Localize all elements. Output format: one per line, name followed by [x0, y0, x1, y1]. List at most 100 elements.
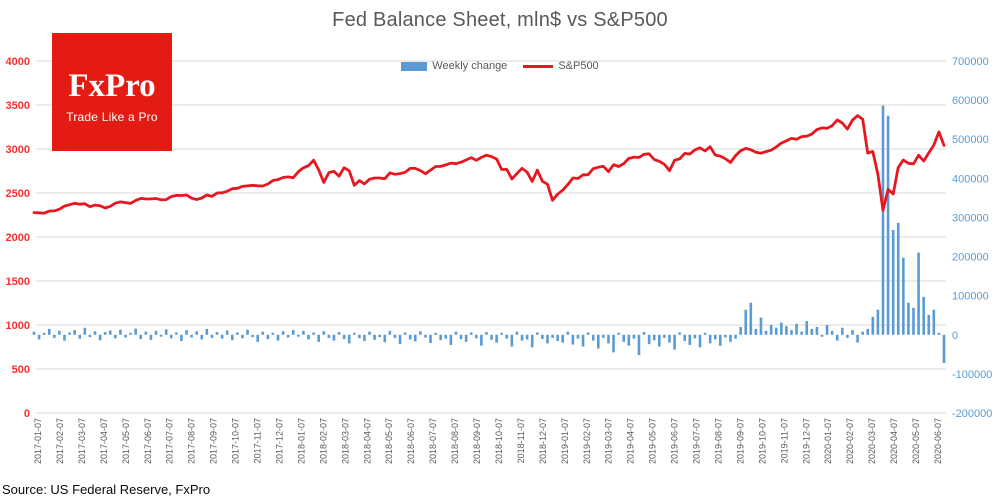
weekly-change-bar: [363, 334, 366, 342]
x-axis-label: 2019-06-07: [670, 418, 680, 464]
weekly-change-bar: [591, 334, 595, 341]
weekly-change-bar: [58, 330, 61, 335]
weekly-change-bar: [795, 323, 798, 335]
weekly-change-bar: [32, 331, 36, 335]
weekly-change-bar: [774, 327, 778, 335]
weekly-change-bar: [835, 334, 839, 341]
weekly-change-bar: [902, 257, 905, 335]
weekly-change-bar: [424, 334, 427, 338]
weekly-change-bar: [642, 332, 646, 335]
weekly-change-bar: [551, 334, 554, 338]
x-axis-label: 2020-06-07: [933, 418, 943, 464]
weekly-change-bar: [820, 334, 824, 337]
weekly-change-bar: [652, 334, 656, 341]
weekly-change-bar: [230, 334, 234, 341]
fxpro-logo-tagline: Trade Like a Pro: [66, 110, 158, 124]
weekly-change-bar: [703, 332, 707, 335]
weekly-change-bar: [378, 334, 381, 338]
weekly-change-bar: [896, 222, 900, 335]
weekly-change-bar: [393, 334, 397, 338]
x-axis-label: 2017-07-07: [165, 418, 175, 464]
weekly-change-bar: [856, 334, 859, 343]
x-axis-label: 2018-09-07: [472, 418, 482, 464]
weekly-change-bar: [413, 334, 417, 342]
left-axis-label: 2500: [6, 188, 30, 200]
weekly-change-bar: [846, 334, 849, 338]
x-axis-label: 2018-03-07: [340, 418, 350, 464]
weekly-change-bar: [225, 330, 229, 335]
x-axis-label: 2017-06-07: [143, 418, 153, 464]
weekly-change-bar: [88, 334, 92, 338]
left-axis-label: 500: [12, 364, 30, 376]
weekly-change-bar: [276, 334, 280, 341]
weekly-change-bar: [322, 331, 326, 335]
weekly-change-bar: [434, 332, 437, 335]
sp500-swatch-icon: [523, 64, 554, 68]
weekly-change-bar: [876, 309, 880, 335]
weekly-change-bar: [917, 252, 920, 335]
left-axis-label: 1500: [6, 276, 30, 288]
weekly-change-bar: [861, 331, 864, 335]
weekly-change-bar: [149, 334, 153, 340]
weekly-change-bar: [236, 332, 239, 335]
weekly-change-bar: [668, 334, 671, 343]
weekly-change-bar: [490, 334, 493, 340]
weekly-change-bar: [159, 334, 163, 337]
weekly-change-bar: [566, 331, 570, 335]
weekly-change-bar: [190, 334, 193, 338]
weekly-change-bar: [891, 229, 895, 335]
weekly-change-bar: [358, 334, 361, 339]
chart-title: Fed Balance Sheet, mln$ vs S&P500: [332, 9, 668, 31]
weekly-change-bar: [790, 330, 793, 335]
x-axis-label: 2020-05-07: [911, 418, 921, 464]
weekly-change-bar: [124, 334, 127, 338]
weekly-change-bar: [53, 334, 56, 338]
weekly-change-bar: [98, 334, 102, 341]
x-axis-label: 2018-10-07: [494, 418, 504, 464]
weekly-change-bar: [398, 334, 402, 345]
weekly-change-bar: [37, 334, 41, 340]
x-axis-label: 2019-01-07: [560, 418, 570, 464]
weekly-change-bar: [93, 331, 97, 335]
weekly-change-bar: [535, 332, 539, 335]
weekly-change-bar: [866, 328, 870, 335]
weekly-change-bar: [327, 334, 331, 338]
weekly-change-bar: [922, 296, 925, 335]
weekly-change-bar: [383, 334, 387, 343]
weekly-change-bar: [291, 330, 295, 335]
x-axis-label: 2019-09-07: [735, 418, 745, 464]
weekly-change-bar: [871, 316, 875, 335]
weekly-change-bar: [307, 334, 310, 340]
weekly-change-bar: [744, 309, 748, 335]
right-axis-label: -100000: [952, 369, 992, 381]
weekly-change-bar: [42, 332, 46, 335]
x-axis-label: 2019-07-07: [692, 418, 702, 464]
right-axis-label: 700000: [952, 56, 989, 68]
weekly-change-bar: [886, 115, 890, 335]
sp500-line: [32, 114, 946, 215]
x-axis-label: 2019-08-07: [713, 418, 723, 464]
weekly-change-bar: [530, 334, 534, 348]
weekly-change-bar: [927, 314, 931, 335]
weekly-change-bar: [785, 326, 788, 335]
weekly-change-bar: [622, 334, 626, 342]
weekly-change-bar: [912, 307, 915, 335]
weekly-change-bar: [937, 332, 941, 335]
weekly-change-bar: [932, 309, 936, 335]
weekly-change-bar: [169, 334, 173, 339]
left-axis-label: 3000: [6, 144, 30, 156]
weekly-change-bar: [474, 334, 478, 339]
x-axis-label: 2019-03-07: [604, 418, 614, 464]
weekly-change-bar: [495, 334, 498, 343]
weekly-change-bar: [302, 330, 305, 335]
weekly-change-bar: [805, 321, 809, 335]
weekly-change-bar: [342, 334, 346, 340]
legend: Weekly change S&P500: [0, 60, 1000, 72]
weekly-change-bar: [108, 330, 112, 335]
x-axis-label: 2020-04-07: [889, 418, 899, 464]
weekly-change-bar: [810, 328, 814, 335]
x-axis-label: 2017-11-07: [253, 418, 263, 463]
x-axis-label: 2018-02-07: [318, 418, 328, 464]
weekly-change-bar: [719, 334, 722, 346]
right-axis-label: 400000: [952, 173, 989, 185]
